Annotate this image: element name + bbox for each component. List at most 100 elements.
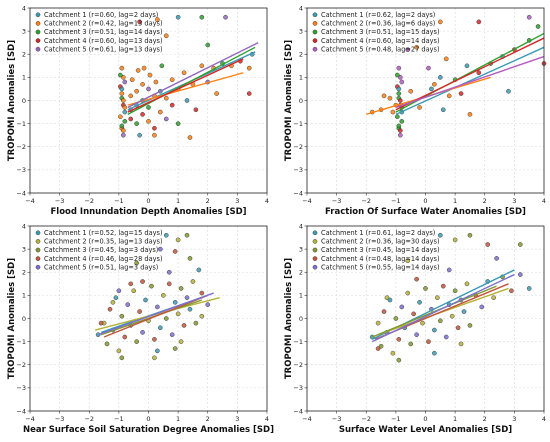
x-tick-label: 0 — [146, 197, 150, 205]
chart-panel-3: −4 −3 −2 −1 0 1 2 3 4 −4 −3 −2 −1 0 1 2 3 4 Catchment 1 (r… — [7, 222, 274, 435]
legend-label-series-5: Catchment 5 (r=0.55, lag=14 days) — [321, 263, 440, 271]
legend-marker-series-5 — [312, 264, 318, 270]
data-point-series-5 — [526, 14, 532, 20]
y-tick-label: −2 — [16, 143, 26, 151]
x-tick-label: −3 — [332, 197, 342, 205]
data-point-series-1 — [437, 75, 443, 80]
y-tick-label: −1 — [16, 338, 26, 346]
x-tick-label: 2 — [483, 197, 487, 205]
trend-line-series-3 — [127, 46, 256, 115]
x-tick-label: 3 — [235, 197, 239, 205]
y-tick-label: −2 — [293, 143, 303, 151]
data-point-series-3 — [393, 316, 399, 321]
data-point-series-2 — [187, 135, 193, 140]
data-point-series-5 — [399, 304, 405, 310]
y-tick-label: −3 — [16, 166, 26, 174]
y-tick-label: −4 — [293, 189, 303, 197]
y-tick-label: 2 — [22, 51, 26, 59]
data-point-series-2 — [110, 299, 116, 305]
data-point-series-3 — [437, 318, 443, 324]
y-tick-label: 2 — [299, 51, 303, 59]
trend-line-series-5 — [395, 55, 545, 109]
legend-marker-series-4 — [35, 256, 41, 261]
data-point-series-5 — [399, 79, 405, 85]
data-point-series-2 — [199, 313, 205, 319]
y-tick-label: 3 — [22, 27, 26, 35]
data-point-series-5 — [122, 79, 128, 85]
x-tick-label: −1 — [114, 197, 124, 205]
data-point-series-2 — [381, 93, 387, 99]
legend-label-series-4: Catchment 4 (r=0.48, lag=14 days) — [321, 255, 440, 263]
data-point-series-1 — [396, 86, 402, 92]
data-point-series-2 — [384, 295, 390, 301]
data-point-series-1 — [432, 327, 437, 333]
x-tick-label: −2 — [361, 415, 371, 423]
data-point-series-2 — [141, 65, 147, 71]
data-point-series-3 — [172, 346, 178, 351]
data-point-series-2 — [405, 290, 411, 296]
data-point-series-4 — [107, 306, 113, 312]
data-point-series-3 — [396, 91, 402, 96]
data-point-series-3 — [395, 72, 400, 78]
data-point-series-1 — [172, 299, 178, 305]
data-point-series-1 — [175, 14, 181, 20]
data-point-series-2 — [435, 295, 440, 301]
x-tick-label: −4 — [25, 415, 35, 423]
legend-label-series-2: Catchment 2 (r=0.35, lag=13 days) — [44, 238, 163, 246]
data-point-series-4 — [166, 281, 172, 287]
data-point-series-2 — [420, 320, 425, 326]
y-tick-label: 1 — [22, 74, 26, 82]
legend-marker-series-1 — [35, 12, 41, 18]
y-tick-label: −2 — [293, 361, 303, 369]
x-tick-label: 4 — [265, 197, 269, 205]
data-point-series-2 — [152, 132, 157, 138]
data-point-series-2 — [119, 91, 125, 96]
data-point-series-5 — [120, 132, 126, 138]
data-point-series-2 — [131, 288, 137, 294]
x-tick-label: 0 — [146, 415, 150, 423]
plot-frame — [29, 7, 268, 194]
legend-marker-series-4 — [312, 38, 318, 43]
data-point-series-3 — [193, 320, 199, 326]
legend-marker-series-3 — [35, 29, 41, 35]
data-point-series-4 — [396, 336, 402, 342]
plot-frame — [306, 225, 545, 412]
data-point-series-4 — [455, 325, 461, 331]
data-point-series-3 — [187, 256, 193, 261]
data-point-series-2 — [214, 91, 219, 96]
x-tick-label: 2 — [206, 197, 210, 205]
legend-label-series-3: Catchment 3 (r=0.51, lag=15 days) — [321, 28, 440, 36]
x-tick-label: −3 — [55, 197, 65, 205]
data-point-series-2 — [458, 341, 464, 347]
data-point-series-2 — [178, 339, 184, 344]
data-point-series-5 — [397, 132, 403, 138]
data-point-series-2 — [408, 88, 414, 94]
x-tick-label: −4 — [25, 197, 35, 205]
legend-marker-series-4 — [312, 256, 318, 261]
data-point-series-1 — [429, 86, 434, 92]
data-point-series-4 — [375, 346, 381, 351]
y-axis-label: TROPOMI Anomalies [SD] — [284, 258, 294, 379]
data-point-series-2 — [387, 95, 393, 101]
legend-marker-series-3 — [312, 29, 318, 35]
y-tick-label: −1 — [16, 120, 26, 128]
y-tick-label: −1 — [293, 338, 303, 346]
y-tick-label: 3 — [22, 245, 26, 253]
legend: Catchment 1 (r=0.60, lag=2 days)Catchmen… — [35, 11, 163, 53]
data-point-series-3 — [118, 72, 123, 78]
y-tick-label: 3 — [299, 245, 303, 253]
y-tick-label: 4 — [22, 4, 26, 12]
data-point-series-5 — [396, 65, 402, 71]
data-point-series-2 — [414, 44, 419, 50]
data-point-series-2 — [390, 109, 396, 115]
y-tick-label: −4 — [16, 407, 26, 415]
legend-label-series-1: Catchment 1 (r=0.61, lag=2 days) — [321, 229, 435, 237]
x-axis-label: Near Surface Soil Saturation Degree Anom… — [23, 425, 274, 435]
y-tick-label: 2 — [22, 269, 26, 277]
data-point-series-5 — [146, 86, 151, 92]
data-point-series-2 — [120, 128, 126, 133]
data-point-series-1 — [122, 109, 128, 115]
data-point-series-2 — [169, 77, 175, 83]
trend-line-series-5 — [97, 292, 214, 336]
legend: Catchment 1 (r=0.62, lag=2 days)Catchmen… — [312, 11, 440, 53]
